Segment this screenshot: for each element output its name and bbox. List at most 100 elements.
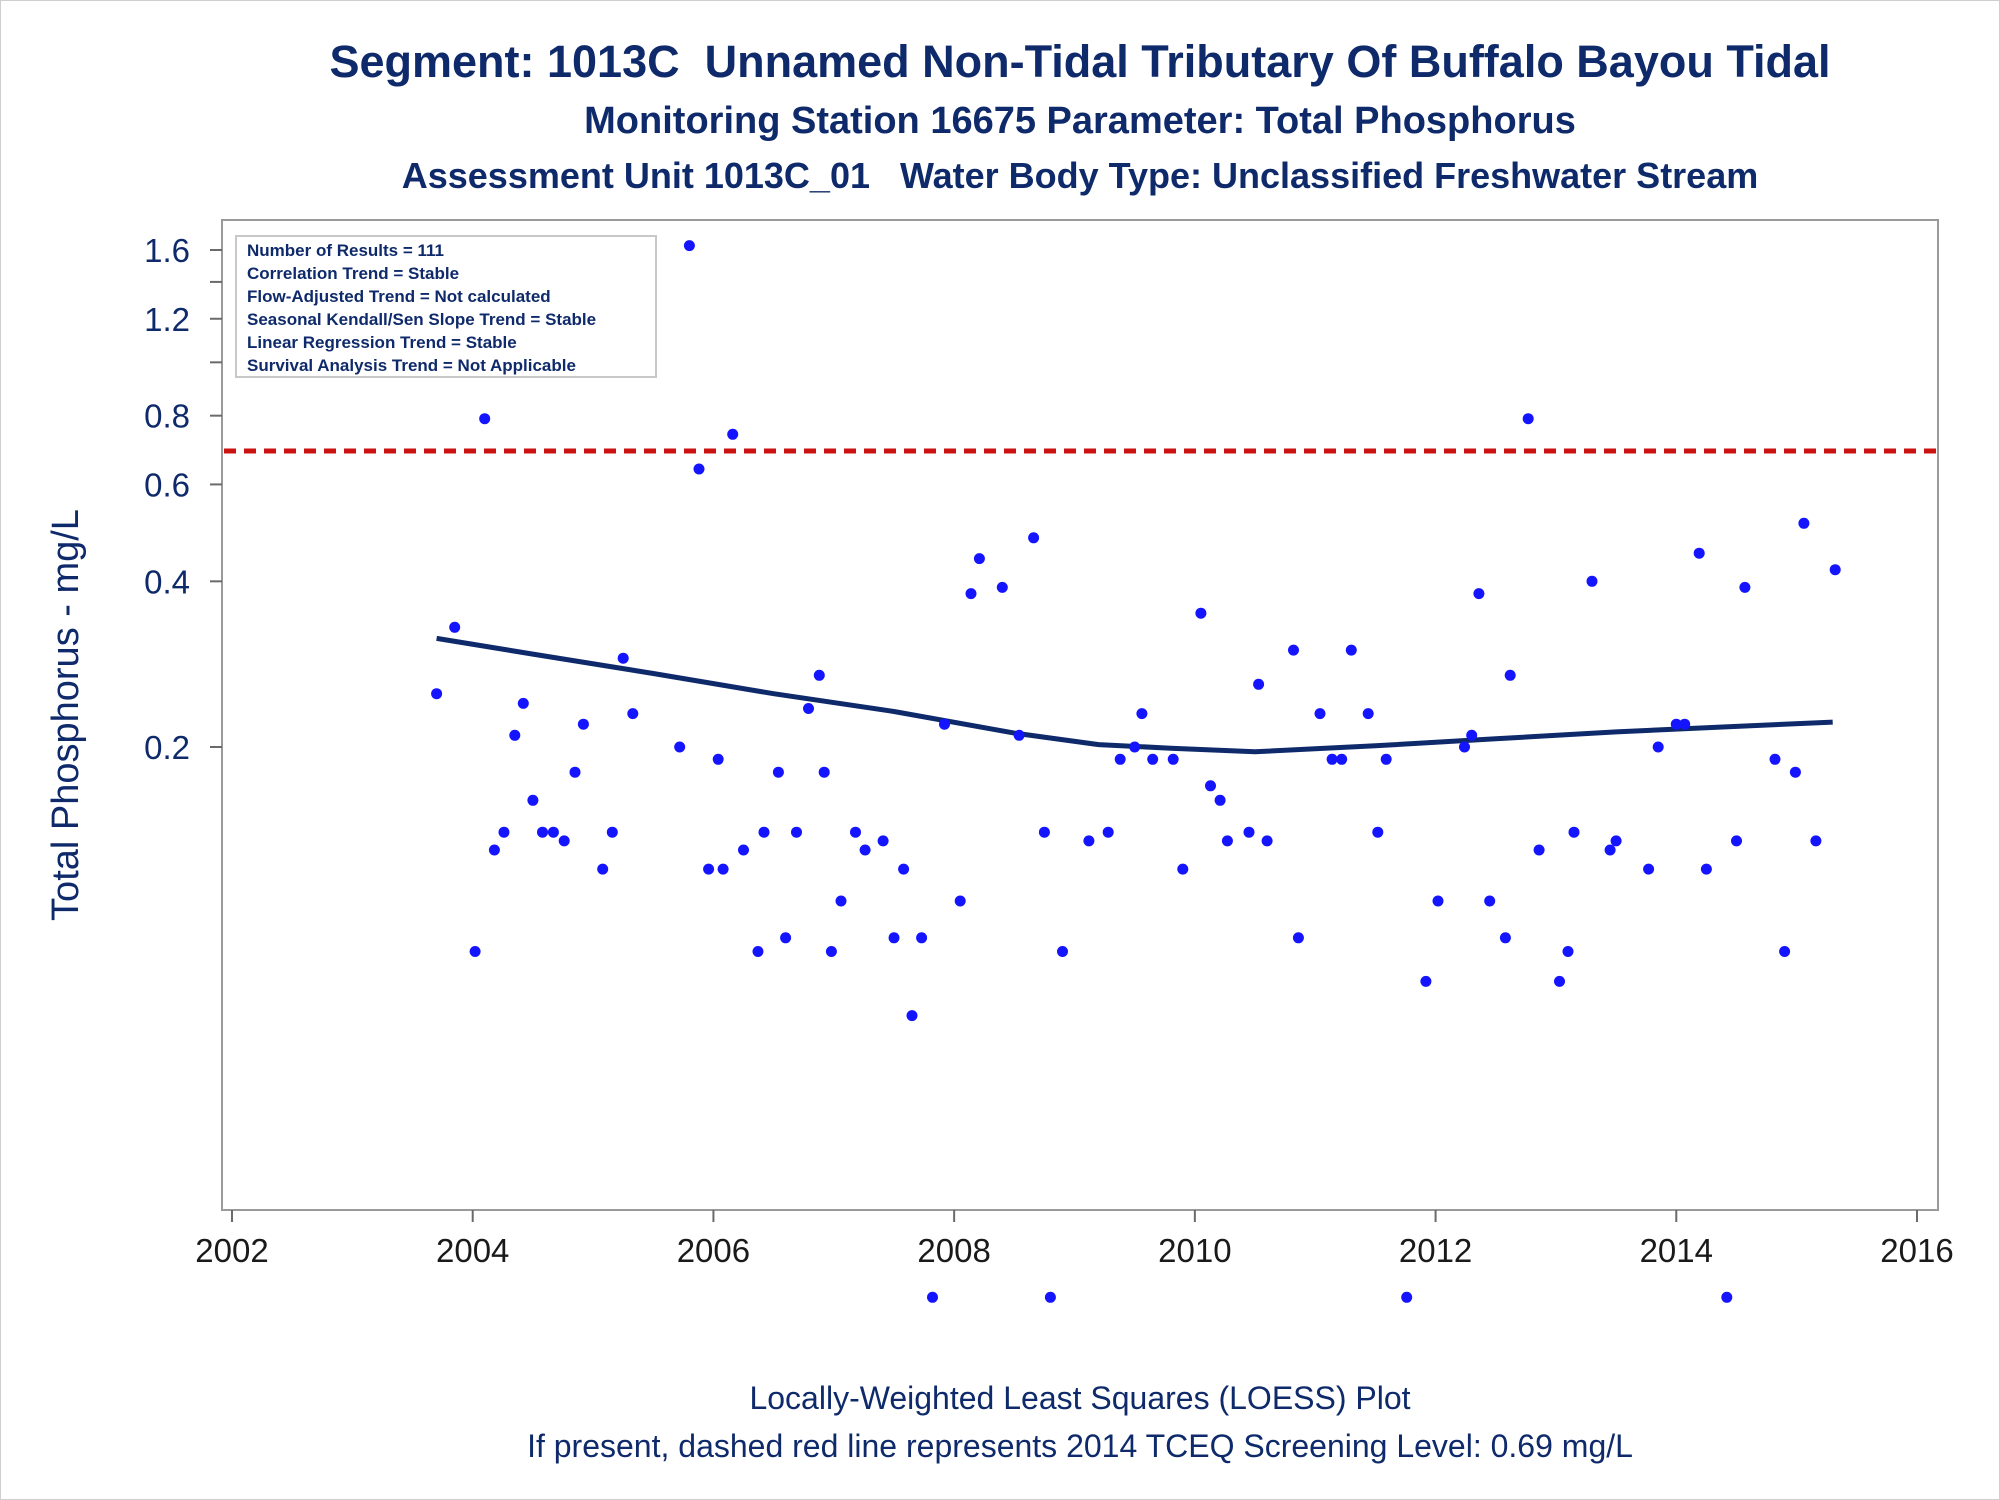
data-point [1214,794,1226,806]
data-point [1083,835,1095,847]
data-point [835,895,847,907]
data-point [1102,826,1114,838]
stats-line: Correlation Trend = Stable [247,264,459,283]
y-tick-label: 0.8 [144,398,190,435]
data-point [1380,753,1392,765]
data-point [1336,753,1348,765]
data-point [1533,844,1545,856]
data-point [1721,1291,1733,1303]
data-point [791,826,802,838]
y-axis-title: Total Phosphorus - mg/L [45,509,87,921]
data-point [617,652,629,664]
data-point [1769,753,1781,765]
stats-line: Seasonal Kendall/Sen Slope Trend = Stabl… [247,310,596,329]
data-point [1554,975,1565,987]
y-tick-label: 0.6 [144,466,190,503]
data-point [939,718,950,730]
chart-title: Segment: 1013C Unnamed Non-Tidal Tributa… [329,36,1831,87]
data-point [1013,729,1025,741]
y-tick-label: 0.4 [144,563,190,600]
data-point [1562,946,1574,957]
data-point [898,863,910,875]
data-point [916,932,928,944]
data-point [758,826,770,838]
data-point [818,766,830,778]
data-point [1829,564,1841,576]
data-point [1314,708,1326,720]
data-point [927,1291,938,1303]
data-point [1057,946,1068,957]
chart-subtitle-2: Assessment Unit 1013C_01 Water Body Type… [401,155,1759,196]
data-point [965,588,977,600]
data-point [1798,517,1810,529]
data-point [1473,588,1485,600]
plot-area-group [221,219,1939,1211]
data-point [1326,753,1338,765]
data-point [1261,835,1273,847]
data-point [712,753,724,765]
data-point [1789,766,1801,778]
data-point [577,718,589,730]
data-point [1243,826,1255,838]
footnote-loess: Locally-Weighted Least Squares (LOESS) P… [749,1380,1411,1416]
x-tick-label: 2002 [195,1232,268,1269]
data-point [1288,644,1299,656]
data-point [1810,835,1822,847]
data-point [1700,863,1712,875]
data-point [627,708,639,720]
data-point [973,553,985,565]
data-point [1420,975,1432,987]
data-point [1670,718,1682,730]
data-point [479,413,491,425]
data-point [1466,729,1478,741]
data-points-group [431,235,1841,1303]
x-tick-label: 2006 [677,1232,750,1269]
data-point [569,766,581,778]
axes-group: 2002 2004 2006 2008 2010 2012 2014 2016 0.2 0.4 0.… [45,232,1954,1269]
data-point [606,826,618,838]
data-point [1205,780,1216,792]
data-point [1345,644,1357,656]
loess-curve [436,635,1833,755]
data-point [1610,835,1622,847]
footnote-screening: If present, dashed red line represents 2… [527,1428,1633,1464]
data-point [850,826,861,838]
data-point [1643,863,1655,875]
data-point [727,428,739,440]
data-point [1586,575,1598,587]
data-point [1652,741,1664,753]
data-point [469,946,481,957]
x-tick-label: 2016 [1880,1232,1953,1269]
plot-border [221,219,1939,1211]
data-point [954,895,966,907]
data-point [1401,1291,1413,1303]
data-point [859,844,871,856]
data-point [1044,1291,1056,1303]
data-point [683,240,695,252]
stats-line: Flow-Adjusted Trend = Not calculated [247,287,551,306]
x-tick-label: 2004 [436,1232,509,1269]
loess-group [436,635,1833,755]
data-point [1568,826,1580,838]
chart-subtitle: Monitoring Station 16675 Parameter: Tota… [584,100,1576,142]
data-point [825,946,837,957]
data-point [877,835,889,847]
data-point [509,729,521,741]
data-point [1167,753,1179,765]
data-point [1432,895,1444,907]
y-tick-label: 1.6 [144,232,190,269]
data-point [738,844,749,856]
data-point [488,844,500,856]
data-point [1292,932,1304,944]
data-point [906,1010,918,1022]
data-point [1679,718,1691,730]
data-point [693,463,705,475]
data-point [752,946,764,957]
data-point [1177,863,1189,875]
y-tick-label: 0.2 [144,729,190,766]
data-point [1372,826,1384,838]
data-point [1604,844,1616,856]
data-point [1221,835,1233,847]
stats-box-group: Number of Results = 111 Correlation Trend… [235,235,657,378]
